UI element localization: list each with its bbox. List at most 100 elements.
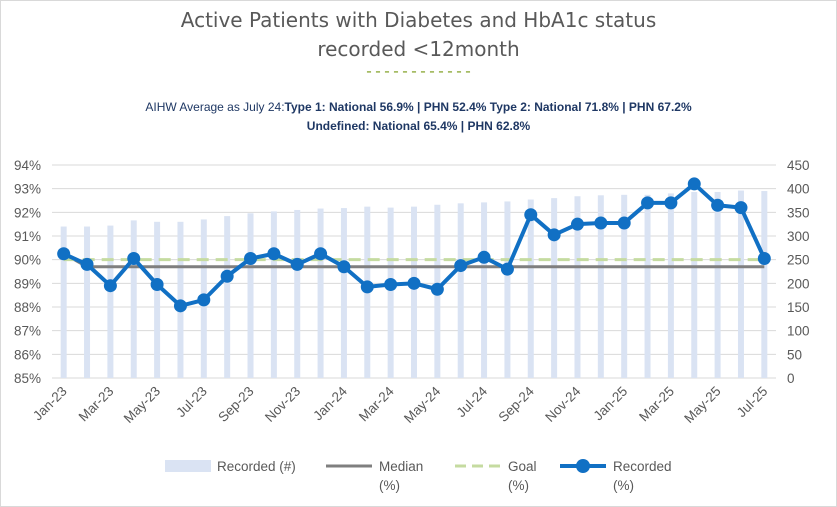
bar-recorded-count [84,226,91,378]
marker-recorded-pct [314,247,328,261]
subtitle-lead: AIHW Average as July 24: [145,100,285,114]
marker-recorded-pct [220,269,234,283]
x-tick-label: Jul-24 [454,383,491,420]
bar-recorded-count [411,206,417,378]
y-right-tick-label: 450 [787,158,810,173]
bar-recorded-count [107,225,114,378]
y-left-tick-label: 92% [14,205,41,220]
bar-recorded-count [644,194,651,378]
x-tick-label: Mar-23 [76,384,117,425]
marker-recorded-pct [337,260,351,274]
y-right-tick-label: 50 [787,347,802,362]
legend-label-median: Median [379,459,423,474]
bar-recorded-count [597,195,604,378]
x-tick-label: May-25 [681,384,723,426]
marker-recorded-pct [267,247,281,261]
bar-recorded-count [737,190,744,378]
y-left-tick-label: 89% [14,276,41,291]
x-tick-label: Nov-23 [262,384,303,425]
y-left-tick-label: 93% [14,182,41,197]
x-tick-label: Jul-23 [173,384,210,421]
bar-recorded-count [247,213,254,378]
x-tick-label: Sep-24 [495,383,537,425]
marker-recorded-pct [80,257,94,271]
bar-recorded-count [60,226,67,378]
legend-label-recorded-pct-unit: (%) [613,478,634,493]
marker-recorded-pct [570,217,584,231]
legend-label-goal: Goal [508,459,537,474]
marker-recorded-pct [430,282,444,296]
bar-recorded-count [340,208,347,378]
x-tick-label: Jul-25 [734,384,771,421]
x-tick-label: Jan-25 [591,384,631,424]
marker-recorded-pct [150,278,164,292]
marker-recorded-pct [617,216,631,230]
y-right-tick-label: 100 [787,324,810,339]
bar-recorded-count [551,198,558,378]
bar-recorded-count [691,191,698,378]
legend-marker-recorded-pct [576,459,590,473]
bar-recorded-count [130,220,137,378]
bar-recorded-count [761,191,768,378]
marker-recorded-pct [244,251,258,265]
x-tick-label: Jan-23 [30,384,70,424]
bar-recorded-count [504,201,511,378]
x-tick-label: May-24 [401,383,444,426]
marker-recorded-pct [384,278,398,292]
legend-label-recorded-count: Recorded (#) [217,459,296,474]
y-right-tick-label: 200 [787,276,810,291]
bar-recorded-count [224,216,231,378]
bar-recorded-count [481,202,488,378]
bar-recorded-count [457,203,464,378]
y-left-tick-label: 94% [14,158,41,173]
marker-recorded-pct [757,251,771,265]
legend-swatch-recorded-count [165,460,211,472]
legend-label-median-unit: (%) [379,478,400,493]
marker-recorded-pct [197,293,211,307]
marker-recorded-pct [290,257,304,271]
subtitle-line-1-bold: Type 1: National 56.9% | PHN 52.4% Type … [284,100,692,114]
marker-recorded-pct [477,250,491,264]
bar-recorded-count [154,221,161,378]
title-decoration: ------------ [364,64,473,81]
marker-recorded-pct [641,196,655,210]
marker-recorded-pct [57,247,71,261]
marker-recorded-pct [664,196,678,210]
chart-title: Active Patients with Diabetes and HbA1c … [0,6,837,64]
bar-recorded-count [667,193,674,378]
marker-recorded-pct [687,177,701,191]
x-tick-label: Mar-24 [356,383,397,424]
legend-label-goal-unit: (%) [508,478,529,493]
bar-recorded-count [714,191,721,378]
y-right-tick-label: 150 [787,300,810,315]
bar-recorded-count [387,207,394,378]
marker-recorded-pct [173,299,187,313]
marker-recorded-pct [407,276,421,290]
y-left-tick-label: 91% [14,229,41,244]
x-tick-label: Sep-23 [215,384,256,425]
x-tick-label: Nov-24 [542,383,584,425]
line-median [62,252,765,269]
chart-title-line-1: Active Patients with Diabetes and HbA1c … [180,8,657,32]
y-right-tick-label: 250 [787,253,810,268]
marker-recorded-pct [711,198,725,212]
bar-recorded-count [574,196,581,378]
marker-recorded-pct [594,216,608,230]
marker-recorded-pct [103,279,117,293]
aihw-subtitle: AIHW Average as July 24:Type 1: National… [0,98,837,136]
legend: Recorded (#) Median (%) Goal (%) Recorded (%) [165,459,672,493]
y-right-tick-label: 300 [787,229,810,244]
y-left-tick-label: 87% [14,324,41,339]
marker-recorded-pct [734,201,748,215]
marker-recorded-pct [500,262,514,276]
y-left-tick-label: 90% [14,253,41,268]
bar-recorded-count [317,208,324,378]
x-tick-label: Jan-24 [310,383,350,423]
bar-recorded-count [270,211,277,378]
y-left-tick-label: 88% [14,300,41,315]
marker-recorded-pct [454,259,468,273]
bar-recorded-count [621,194,628,378]
legend-label-recorded-pct: Recorded [613,459,672,474]
y-left-tick-label: 85% [14,371,41,386]
